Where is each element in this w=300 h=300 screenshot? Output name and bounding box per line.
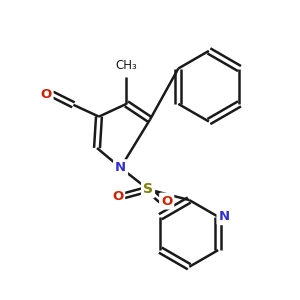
Text: O: O bbox=[40, 88, 52, 100]
Text: O: O bbox=[112, 190, 123, 202]
Text: N: N bbox=[218, 210, 230, 223]
Text: CH₃: CH₃ bbox=[116, 59, 137, 73]
Text: O: O bbox=[161, 194, 172, 208]
Text: N: N bbox=[115, 161, 126, 174]
Text: S: S bbox=[143, 182, 153, 196]
